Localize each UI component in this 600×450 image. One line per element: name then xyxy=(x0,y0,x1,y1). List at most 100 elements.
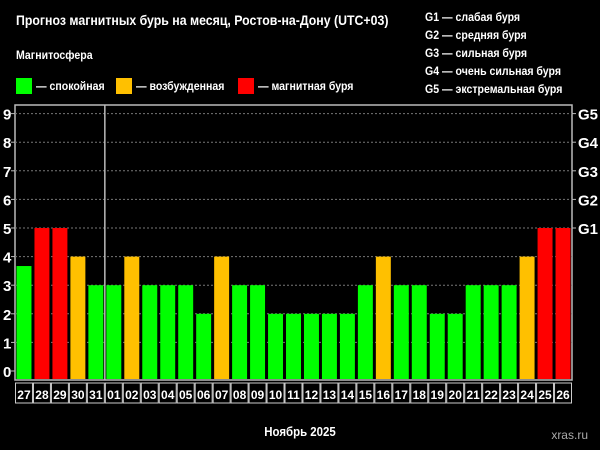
date-box xyxy=(392,382,411,404)
bar-03 xyxy=(142,285,158,379)
date-box xyxy=(356,382,375,404)
date-box xyxy=(50,382,69,404)
x-tick-label: 06 xyxy=(197,388,211,402)
x-tick-label: 29 xyxy=(53,388,67,402)
date-box xyxy=(266,382,285,404)
date-box xyxy=(32,382,51,404)
bar-04 xyxy=(160,285,176,379)
x-tick-label: 13 xyxy=(323,388,337,402)
x-tick-label: 01 xyxy=(107,388,121,402)
right-tick-label: G5 xyxy=(578,107,598,124)
x-tick-label: 08 xyxy=(233,388,247,402)
date-box xyxy=(194,382,213,404)
date-box xyxy=(176,382,195,404)
bar-29 xyxy=(52,228,68,379)
x-tick-label: 14 xyxy=(341,388,355,402)
date-box xyxy=(536,382,555,404)
bar-15 xyxy=(357,285,373,379)
legend-calm: — спокойная xyxy=(16,78,114,94)
date-box xyxy=(518,382,537,404)
date-box xyxy=(428,382,447,404)
bar-16 xyxy=(375,256,391,379)
bar-07 xyxy=(214,256,230,379)
date-box xyxy=(122,382,141,404)
bar-31 xyxy=(88,285,104,379)
legend-label: — магнитная буря xyxy=(258,79,354,93)
date-box xyxy=(86,382,105,404)
x-tick-label: 15 xyxy=(359,388,373,402)
date-box xyxy=(302,382,321,404)
bar-11 xyxy=(286,313,301,379)
x-axis-label: Ноябрь 2025 xyxy=(264,424,336,439)
date-box xyxy=(212,382,231,404)
x-tick-label: 30 xyxy=(71,388,85,402)
bar-25 xyxy=(537,228,553,379)
x-tick-label: 22 xyxy=(484,388,498,402)
bar-12 xyxy=(303,313,319,379)
chart-subtitle: Магнитосфера xyxy=(16,48,93,62)
x-tick-label: 18 xyxy=(413,388,427,402)
bar-27 xyxy=(16,266,32,379)
bar-22 xyxy=(483,285,499,379)
legend-label: — спокойная xyxy=(36,79,105,93)
date-box xyxy=(320,382,339,404)
date-box xyxy=(374,382,393,404)
g-legend-4: G4 — очень сильная буря xyxy=(425,64,562,78)
bar-21 xyxy=(465,285,481,379)
legend-storm: — магнитная буря xyxy=(238,78,366,94)
date-box xyxy=(230,382,249,404)
plot-frame xyxy=(14,104,573,381)
x-tick-label: 23 xyxy=(502,388,516,402)
bar-10 xyxy=(268,313,284,379)
bar-01 xyxy=(106,285,122,379)
bar-14 xyxy=(339,313,355,379)
x-tick-label: 31 xyxy=(89,388,103,402)
x-tick-label: 04 xyxy=(161,388,175,402)
y-tick-label: 2 xyxy=(3,307,11,324)
bar-08 xyxy=(232,285,248,379)
bar-26 xyxy=(555,228,571,379)
bar-23 xyxy=(501,285,517,379)
bar-24 xyxy=(519,256,535,379)
x-tick-label: 25 xyxy=(538,388,552,402)
y-tick-label: 7 xyxy=(3,164,11,181)
right-tick-label: G4 xyxy=(578,135,599,152)
date-box xyxy=(15,382,33,404)
date-box xyxy=(410,382,429,404)
date-box xyxy=(500,382,519,404)
watermark: xras.ru xyxy=(551,428,588,442)
x-tick-label: 26 xyxy=(556,388,570,402)
x-tick-label: 21 xyxy=(466,388,480,402)
g-legend-2: G2 — средняя буря xyxy=(425,28,527,42)
y-tick-label: 5 xyxy=(3,221,11,238)
bar-02 xyxy=(124,256,140,379)
bar-17 xyxy=(393,285,409,379)
date-box xyxy=(284,382,303,404)
date-box xyxy=(104,382,123,404)
date-box xyxy=(464,382,483,404)
y-tick-label: 6 xyxy=(3,192,11,209)
date-box xyxy=(338,382,357,404)
date-box xyxy=(140,382,159,404)
date-box xyxy=(554,382,573,404)
x-tick-label: 03 xyxy=(143,388,157,402)
bar-30 xyxy=(70,256,86,379)
x-tick-label: 05 xyxy=(179,388,193,402)
x-tick-label: 28 xyxy=(35,388,49,402)
y-tick-label: 9 xyxy=(3,107,11,124)
g-legend-1: G1 — слабая буря xyxy=(425,10,521,24)
bar-09 xyxy=(250,285,266,379)
x-tick-label: 11 xyxy=(287,388,300,402)
x-tick-label: 27 xyxy=(17,388,31,402)
bar-19 xyxy=(429,313,445,379)
bar-05 xyxy=(178,285,194,379)
legend-swatch xyxy=(238,78,254,94)
y-tick-label: 1 xyxy=(3,335,11,352)
x-tick-label: 07 xyxy=(215,388,229,402)
y-tick-label: 3 xyxy=(3,278,11,295)
bar-18 xyxy=(411,285,427,379)
x-tick-label: 16 xyxy=(377,388,391,402)
right-tick-label: G1 xyxy=(578,221,598,238)
